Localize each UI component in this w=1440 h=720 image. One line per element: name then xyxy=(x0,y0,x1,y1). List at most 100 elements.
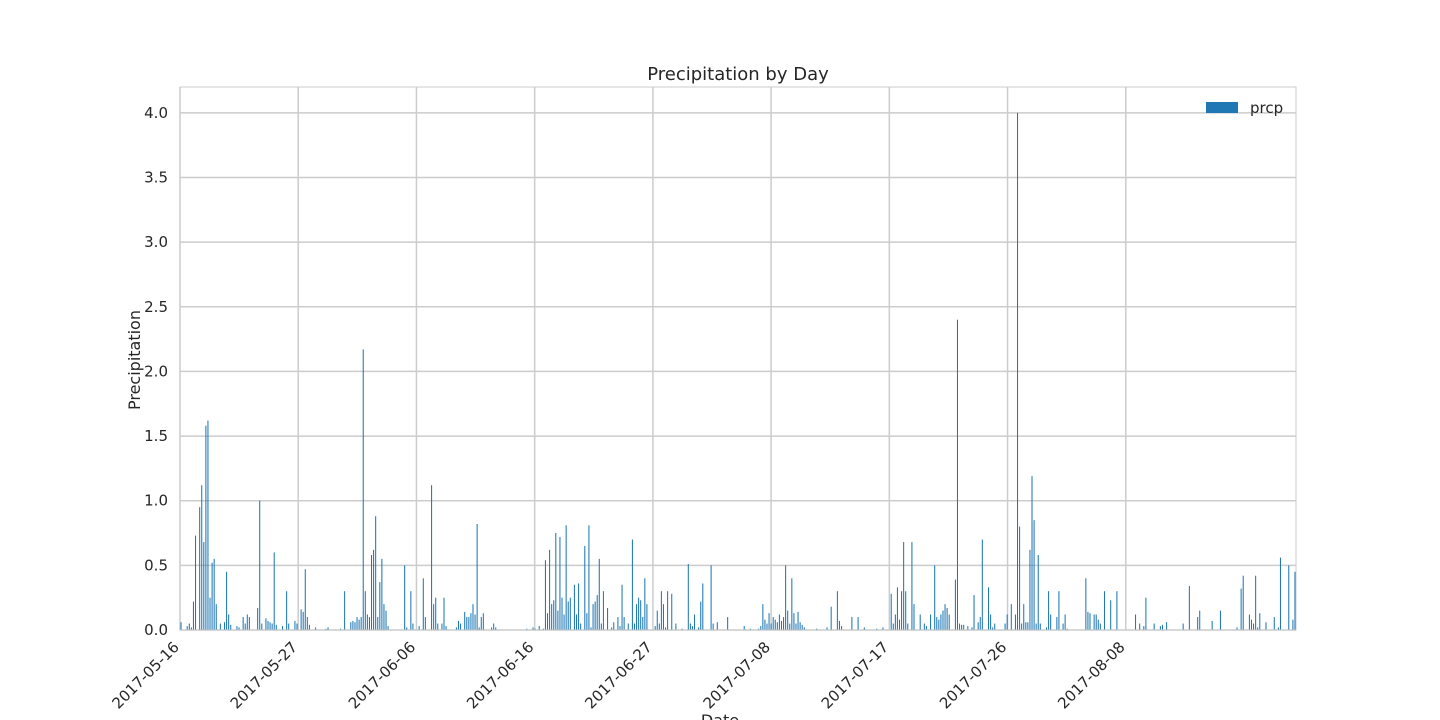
bar xyxy=(1023,604,1025,630)
bar xyxy=(882,627,884,630)
bar xyxy=(315,627,317,630)
bar xyxy=(1236,627,1238,630)
bar xyxy=(553,600,555,630)
x-tick-label: 2017-07-26 xyxy=(936,638,1010,712)
bar xyxy=(383,604,385,630)
bar xyxy=(1135,614,1137,630)
bar xyxy=(457,620,459,630)
bar xyxy=(368,617,370,630)
bar xyxy=(694,614,696,630)
bar xyxy=(203,542,205,630)
bar xyxy=(712,623,714,630)
bar xyxy=(265,618,267,630)
bar xyxy=(1161,624,1163,630)
legend-label: prcp xyxy=(1250,99,1283,117)
bar xyxy=(1095,614,1097,630)
bar xyxy=(352,620,354,630)
x-tick-label: 2017-06-16 xyxy=(463,638,537,712)
bar xyxy=(271,623,273,630)
bar xyxy=(381,558,383,630)
bar xyxy=(588,525,590,630)
bar xyxy=(749,628,751,630)
bar xyxy=(1288,565,1290,630)
bar xyxy=(474,614,476,630)
bar xyxy=(532,627,534,630)
bar xyxy=(1166,622,1168,630)
y-tick-label: 3.0 xyxy=(144,233,168,251)
bar xyxy=(911,542,913,630)
bar xyxy=(294,620,296,630)
bar xyxy=(613,622,615,630)
bar xyxy=(990,614,992,630)
bar xyxy=(963,624,965,630)
bar xyxy=(907,623,909,630)
bar xyxy=(988,587,990,630)
bar xyxy=(826,627,828,630)
bar xyxy=(793,613,795,630)
bar xyxy=(689,623,691,630)
bar xyxy=(776,622,778,630)
bar xyxy=(930,614,932,630)
bar xyxy=(681,628,683,630)
bar xyxy=(602,591,604,630)
x-tick-label: 2017-06-06 xyxy=(345,638,419,712)
bar xyxy=(743,626,745,630)
bar xyxy=(1025,622,1027,630)
y-tick-label: 1.0 xyxy=(144,492,168,510)
bar xyxy=(619,626,621,630)
bar xyxy=(248,617,250,630)
bar xyxy=(580,623,582,630)
bar xyxy=(691,626,693,630)
bar xyxy=(687,564,689,630)
bar xyxy=(1010,604,1012,630)
bar xyxy=(257,608,259,630)
bar xyxy=(215,604,217,630)
bar xyxy=(981,539,983,630)
bar xyxy=(946,608,948,630)
bar xyxy=(783,617,785,630)
bar xyxy=(412,623,414,630)
bar xyxy=(1029,549,1031,630)
y-tick-label: 2.0 xyxy=(144,362,168,380)
bar xyxy=(1048,591,1050,630)
bar xyxy=(1253,623,1255,630)
bar xyxy=(281,626,284,630)
bar xyxy=(306,617,308,630)
bar xyxy=(971,627,973,630)
bar xyxy=(838,620,840,630)
bar xyxy=(1139,623,1141,630)
bar xyxy=(1182,623,1184,630)
bar xyxy=(1062,623,1064,630)
y-axis-label: Precipitation xyxy=(125,310,144,410)
bar xyxy=(460,623,462,630)
y-tick-labels: 0.0 0.5 1.0 1.5 2.0 2.5 3.0 3.5 4.0 xyxy=(144,104,168,639)
x-tick-label: 2017-07-17 xyxy=(818,638,892,712)
plot-frame xyxy=(179,86,1297,631)
bar xyxy=(1037,555,1039,630)
bar xyxy=(936,617,938,630)
bar xyxy=(1259,613,1261,630)
bar xyxy=(482,613,484,630)
bar xyxy=(422,578,424,630)
bar xyxy=(495,627,497,630)
bar xyxy=(863,627,865,630)
bar xyxy=(464,611,466,630)
bar xyxy=(979,617,981,630)
bar xyxy=(1093,614,1095,630)
bar xyxy=(563,614,565,630)
bar xyxy=(211,562,213,630)
bar xyxy=(623,617,625,630)
bar xyxy=(961,624,963,630)
bar xyxy=(201,485,203,630)
bar xyxy=(180,622,182,630)
bar xyxy=(973,595,975,630)
bar xyxy=(789,623,791,630)
bar xyxy=(1056,617,1058,630)
bar xyxy=(925,626,927,630)
bar xyxy=(654,626,656,630)
chart-title: Precipitation by Day xyxy=(647,64,829,85)
bar xyxy=(186,626,188,630)
bar xyxy=(350,622,352,630)
bar xyxy=(567,601,569,630)
